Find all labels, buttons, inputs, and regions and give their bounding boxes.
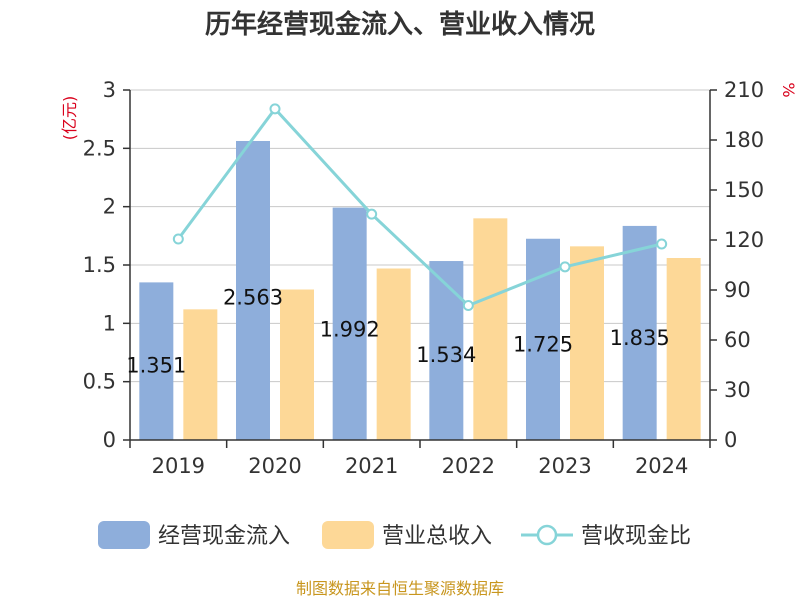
left-tick-label: 2.5 — [83, 136, 116, 160]
ratio-point — [172, 233, 184, 245]
revenue-bar — [570, 246, 604, 440]
data-label: 1.992 — [320, 317, 380, 341]
left-tick-label: 2 — [103, 195, 116, 219]
right-axis-unit: % — [779, 82, 798, 97]
ratio-line — [172, 103, 668, 311]
left-tick-label: 1 — [103, 311, 116, 335]
chart-title: 历年经营现金流入、营业收入情况 — [205, 9, 595, 40]
x-tick-label: 2023 — [538, 454, 591, 478]
revenue-bar — [280, 289, 314, 440]
left-axis-unit: (亿元) — [60, 96, 79, 141]
left-tick-label: 0.5 — [83, 370, 116, 394]
legend-swatch-cash-inflow — [98, 521, 150, 549]
revenue-bar — [376, 268, 411, 440]
data-label: 1.534 — [416, 343, 476, 367]
right-tick-label: 210 — [724, 78, 764, 102]
right-tick-label: 90 — [724, 278, 751, 302]
x-tick-label: 2021 — [345, 454, 398, 478]
legend-swatch-ratio-marker — [536, 524, 558, 546]
data-label: 2.563 — [223, 285, 283, 309]
cash-inflow-bar — [332, 207, 367, 440]
legend-swatch-revenue — [322, 521, 374, 549]
x-tick-label: 2019 — [152, 454, 205, 478]
cash-inflow-bar — [139, 282, 174, 440]
source-note: 制图数据来自恒生聚源数据库 — [296, 579, 504, 598]
x-tick-label: 2022 — [442, 454, 495, 478]
data-label: 1.725 — [513, 332, 573, 356]
cash-inflow-bar — [236, 140, 270, 440]
right-tick-label: 0 — [724, 428, 737, 452]
ratio-point — [462, 300, 474, 311]
cash-inflow-bar — [622, 225, 657, 440]
legend-label: 经营现金流入 — [158, 524, 290, 549]
left-tick-label: 3 — [103, 78, 116, 102]
ratio-point — [366, 208, 378, 220]
cash-inflow-bar — [429, 261, 464, 440]
legend: 经营现金流入 营业总收入 营收现金比 — [98, 521, 691, 549]
legend-label: 营业总收入 — [382, 524, 492, 549]
right-tick-label: 60 — [724, 328, 751, 352]
left-tick-label: 0 — [103, 428, 116, 452]
ratio-point — [269, 103, 281, 115]
left-tick-label: 1.5 — [83, 253, 116, 277]
revenue-bar — [473, 218, 508, 440]
right-tick-label: 30 — [724, 378, 751, 402]
gridlines — [130, 89, 710, 383]
revenue-bar — [666, 258, 701, 440]
right-tick-label: 120 — [724, 228, 764, 252]
right-tick-label: 180 — [724, 128, 764, 152]
bars — [139, 140, 701, 440]
ratio-point — [656, 238, 668, 250]
data-labels: 1.351 2.563 1.992 1.534 1.725 1.835 — [126, 285, 669, 377]
x-tick-label: 2020 — [248, 454, 301, 478]
right-tick-label: 150 — [724, 178, 764, 202]
revenue-bar — [183, 309, 218, 440]
x-tick-label: 2024 — [635, 454, 688, 478]
data-label: 1.351 — [126, 353, 186, 377]
ratio-point — [559, 261, 571, 273]
legend-label: 营收现金比 — [581, 524, 691, 549]
data-label: 1.835 — [610, 326, 670, 350]
ratio-line-path — [177, 106, 663, 308]
